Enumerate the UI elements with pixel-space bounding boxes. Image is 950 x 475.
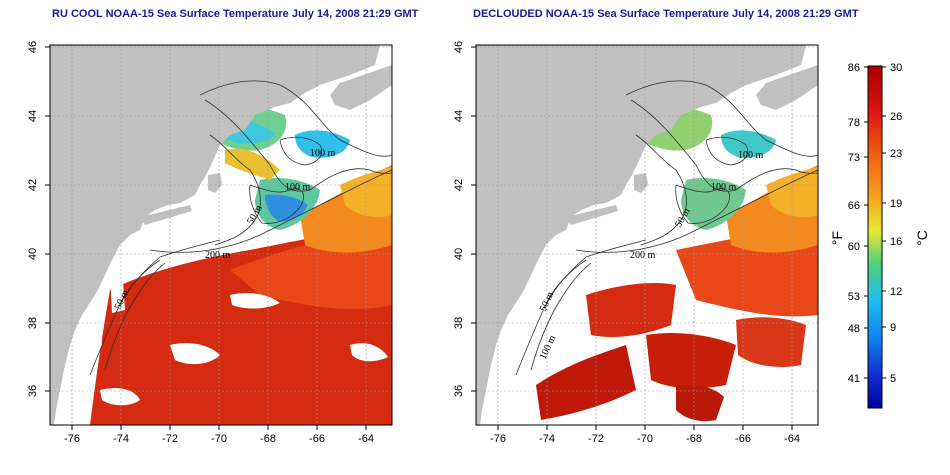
colorbar-celsius-label: °C <box>914 230 930 246</box>
right-x-tick: -72 <box>588 433 604 445</box>
left-map-panel <box>49 44 393 426</box>
left-contour-label-100m-a: 100 m <box>310 148 336 159</box>
colorbar: 86 78 73 66 60 53 48 41 30 26 23 19 16 1… <box>829 62 930 409</box>
colorbar-f-tick: 60 <box>848 241 860 253</box>
colorbar-c-tick: 16 <box>890 236 902 248</box>
colorbar-gradient <box>867 65 883 409</box>
left-contour-label-200m: 200 m <box>205 250 231 261</box>
right-y-axis <box>471 46 476 392</box>
colorbar-f-tick: 41 <box>848 373 860 385</box>
left-y-tick: 42 <box>27 179 39 191</box>
left-y-tick: 44 <box>27 110 39 122</box>
right-x-tick: -68 <box>686 433 702 445</box>
right-y-tick: 36 <box>453 385 465 397</box>
colorbar-f-tick: 53 <box>848 291 860 303</box>
left-y-tick: 40 <box>27 248 39 260</box>
left-x-tick: -68 <box>260 433 276 445</box>
right-y-tick: 40 <box>453 248 465 260</box>
colorbar-f-tick: 86 <box>848 62 860 74</box>
colorbar-fahrenheit-label: °F <box>829 231 845 245</box>
left-x-tick: -74 <box>113 433 129 445</box>
left-y-tick: 46 <box>27 41 39 53</box>
colorbar-f-tick: 66 <box>848 200 860 212</box>
left-x-tick: -76 <box>64 433 80 445</box>
right-y-tick: 42 <box>453 179 465 191</box>
right-map-panel <box>475 44 819 426</box>
right-x-tick: -66 <box>735 433 751 445</box>
colorbar-c-tick: 5 <box>890 373 896 385</box>
right-contour-label-100m-a: 100 m <box>738 150 764 161</box>
right-x-tick: -76 <box>490 433 506 445</box>
colorbar-c-tick: 26 <box>890 111 902 123</box>
left-y-tick: 38 <box>27 317 39 329</box>
colorbar-c-tick: 19 <box>890 198 902 210</box>
colorbar-c-tick: 23 <box>890 148 902 160</box>
right-map-title: DECLOUDED NOAA-15 Sea Surface Temperatur… <box>473 8 859 20</box>
left-x-tick: -70 <box>211 433 227 445</box>
colorbar-f-tick: 78 <box>848 117 860 129</box>
colorbar-f-tick: 48 <box>848 323 860 335</box>
colorbar-c-tick: 30 <box>890 62 902 74</box>
left-x-tick: -72 <box>162 433 178 445</box>
colorbar-c-tick: 12 <box>890 286 902 298</box>
right-y-tick: 46 <box>453 41 465 53</box>
right-contour-label-100m-b: 100 m <box>711 182 737 193</box>
left-x-axis <box>71 425 367 430</box>
right-y-tick: 44 <box>453 110 465 122</box>
right-x-tick: -74 <box>539 433 555 445</box>
right-contour-label-200m: 200 m <box>630 250 656 261</box>
left-x-tick: -64 <box>358 433 374 445</box>
right-x-tick: -70 <box>637 433 653 445</box>
colorbar-f-tick: 73 <box>848 152 860 164</box>
left-y-tick: 36 <box>27 385 39 397</box>
left-x-tick: -66 <box>309 433 325 445</box>
left-y-axis <box>45 46 50 392</box>
left-contour-label-100m-b: 100 m <box>285 182 311 193</box>
left-map-title: RU COOL NOAA-15 Sea Surface Temperature … <box>52 8 419 20</box>
right-x-tick: -64 <box>784 433 800 445</box>
right-y-tick: 38 <box>453 317 465 329</box>
colorbar-c-tick: 9 <box>890 322 896 334</box>
right-x-axis <box>497 425 793 430</box>
